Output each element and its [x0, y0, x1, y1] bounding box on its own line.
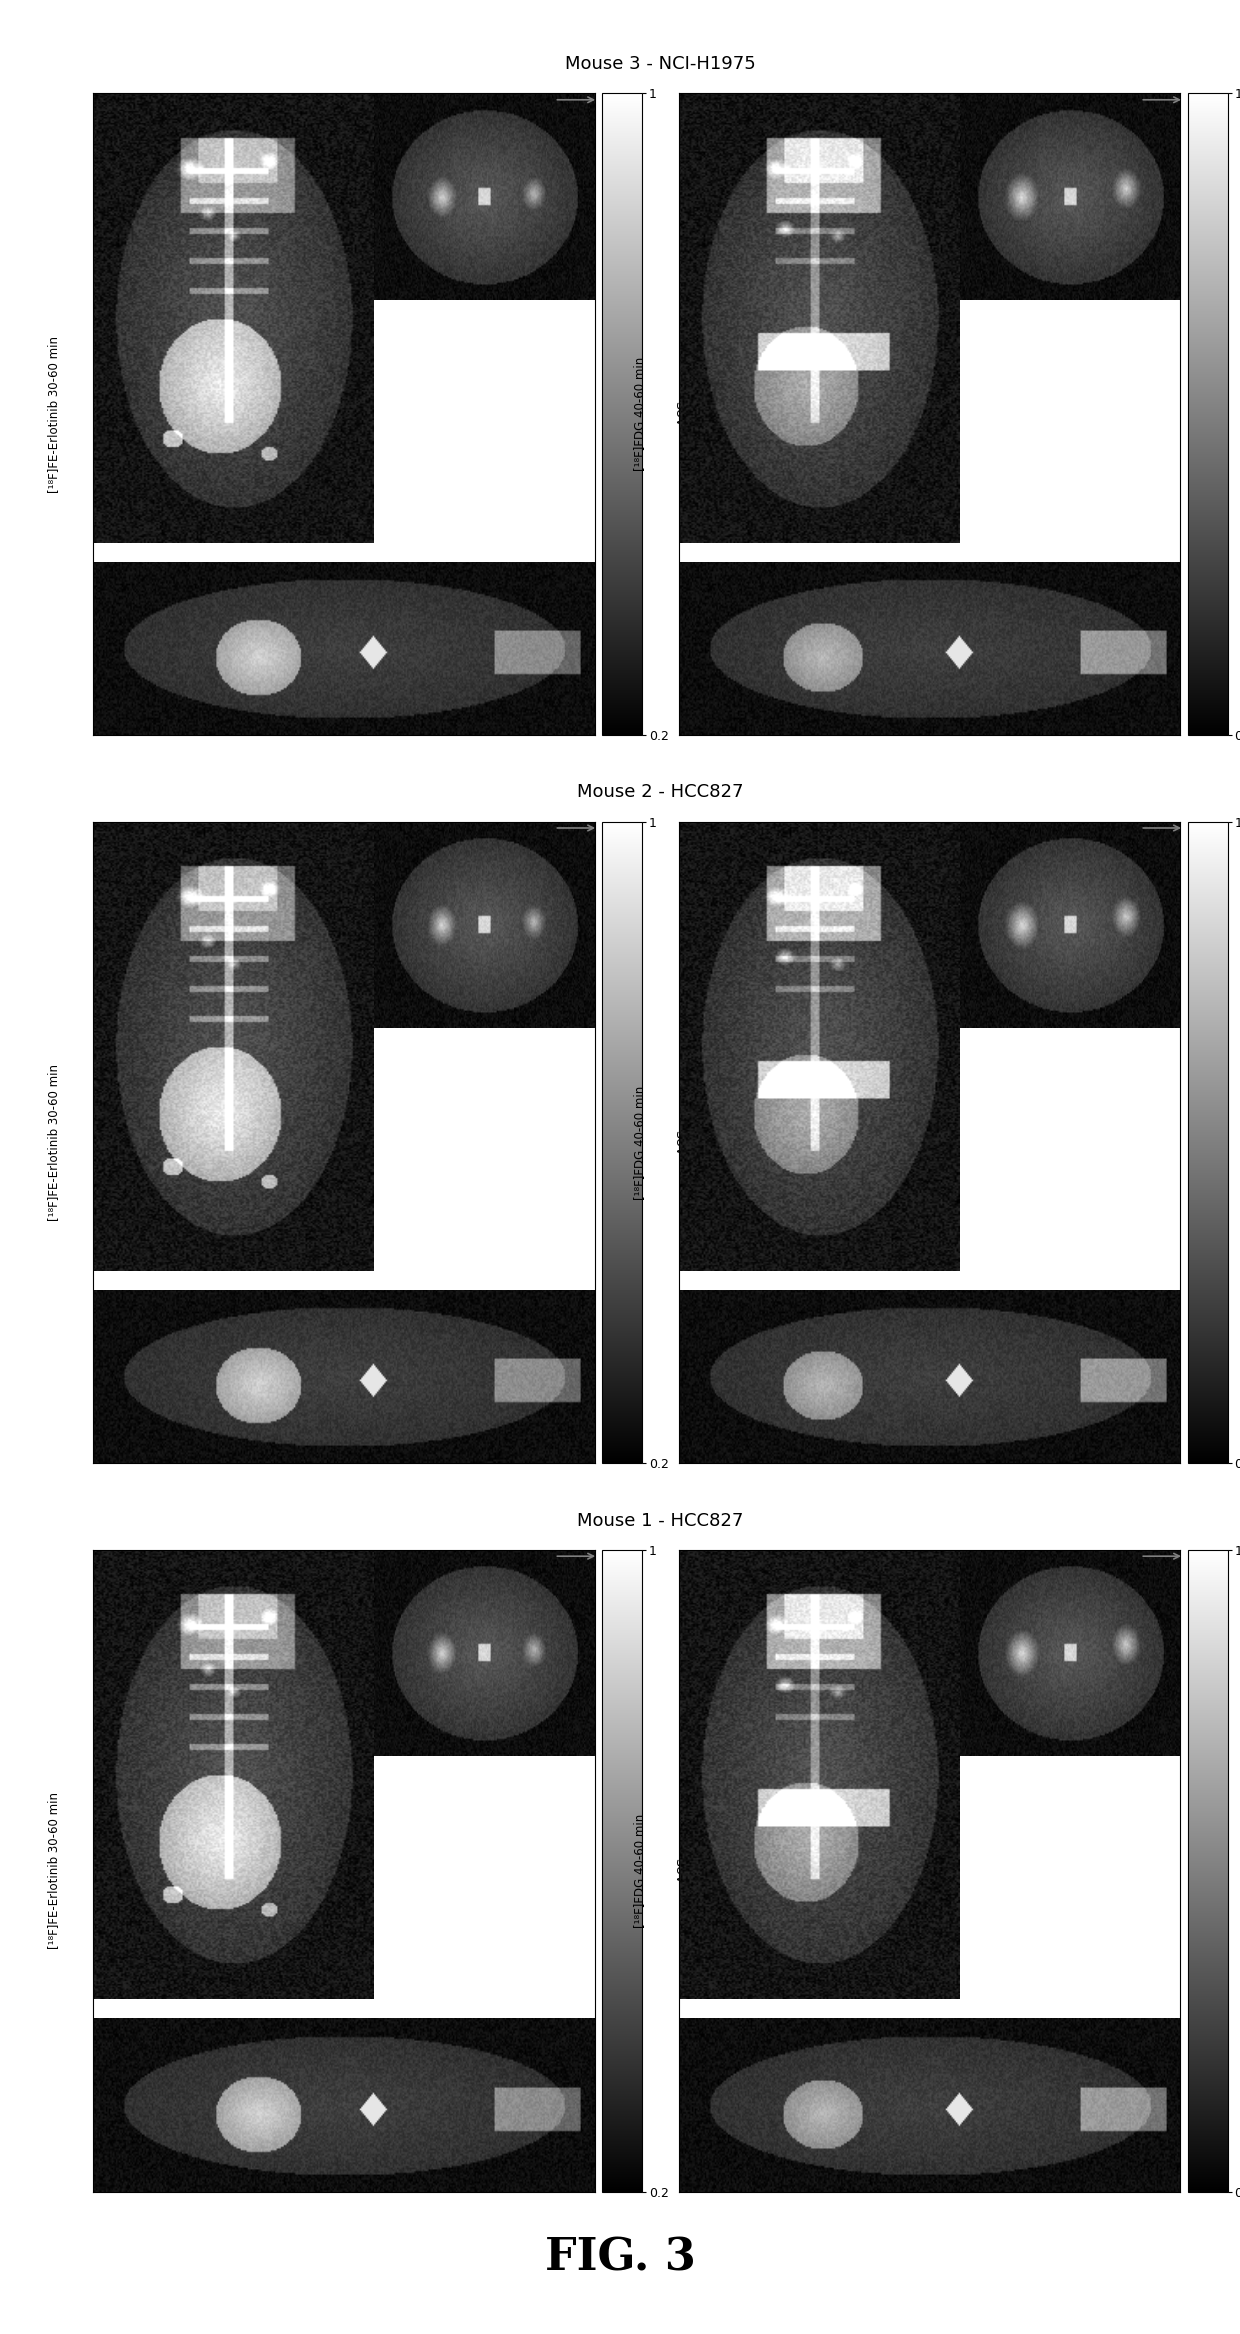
Y-axis label: SUV: SUV	[672, 1858, 686, 1884]
Text: Mouse 2 - HCC827: Mouse 2 - HCC827	[577, 784, 744, 801]
Text: [¹⁸F]FDG 40-60 min: [¹⁸F]FDG 40-60 min	[634, 357, 646, 471]
Text: [¹⁸F]FDG 40-60 min: [¹⁸F]FDG 40-60 min	[634, 1085, 646, 1200]
Text: Mouse 3 - NCI-H1975: Mouse 3 - NCI-H1975	[565, 56, 755, 72]
Text: FIG. 3: FIG. 3	[544, 2236, 696, 2280]
Text: [¹⁸F]FE-Erlotinib 30-60 min: [¹⁸F]FE-Erlotinib 30-60 min	[47, 1064, 61, 1221]
Text: [¹⁸F]FDG 40-60 min: [¹⁸F]FDG 40-60 min	[634, 1814, 646, 1928]
Text: Mouse 1 - HCC827: Mouse 1 - HCC827	[577, 1512, 744, 1529]
Text: [¹⁸F]FE-Erlotinib 30-60 min: [¹⁸F]FE-Erlotinib 30-60 min	[47, 336, 61, 492]
Text: [¹⁸F]FE-Erlotinib 30-60 min: [¹⁸F]FE-Erlotinib 30-60 min	[47, 1793, 61, 1949]
Y-axis label: SUV: SUV	[672, 401, 686, 427]
Y-axis label: SUV: SUV	[672, 1130, 686, 1155]
